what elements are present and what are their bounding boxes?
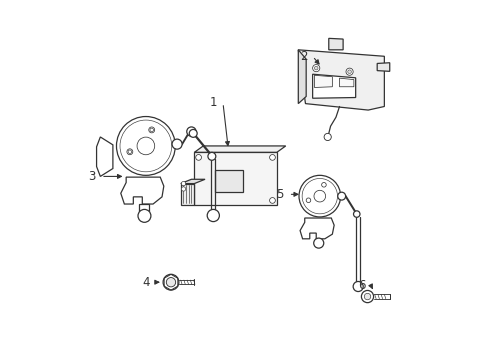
Circle shape: [172, 139, 182, 149]
Circle shape: [312, 64, 319, 72]
Text: 3: 3: [88, 170, 96, 183]
Polygon shape: [298, 50, 305, 104]
Circle shape: [138, 210, 151, 222]
Polygon shape: [96, 137, 113, 176]
Circle shape: [314, 66, 317, 70]
Circle shape: [269, 198, 275, 203]
Bar: [214, 170, 242, 192]
Circle shape: [352, 282, 363, 292]
Text: 4: 4: [142, 276, 149, 289]
Circle shape: [364, 293, 370, 300]
Circle shape: [166, 278, 175, 287]
Polygon shape: [139, 204, 149, 211]
Circle shape: [181, 181, 185, 186]
Circle shape: [324, 134, 330, 140]
Polygon shape: [328, 39, 343, 50]
Polygon shape: [300, 218, 333, 239]
Circle shape: [127, 149, 133, 155]
Polygon shape: [194, 152, 276, 205]
Circle shape: [128, 150, 131, 153]
Circle shape: [181, 187, 185, 191]
Circle shape: [148, 127, 154, 133]
Circle shape: [150, 128, 153, 132]
Circle shape: [337, 192, 345, 200]
Circle shape: [321, 183, 325, 187]
Circle shape: [347, 70, 351, 73]
Text: 5: 5: [275, 188, 283, 201]
Text: 2: 2: [299, 50, 306, 63]
Circle shape: [116, 117, 175, 175]
Circle shape: [186, 127, 196, 136]
Circle shape: [361, 291, 373, 303]
Polygon shape: [312, 74, 355, 98]
Circle shape: [207, 152, 215, 160]
Polygon shape: [314, 75, 332, 87]
Circle shape: [313, 238, 323, 248]
Polygon shape: [180, 179, 204, 184]
Circle shape: [189, 130, 197, 137]
Circle shape: [137, 137, 154, 155]
Polygon shape: [194, 146, 285, 152]
Circle shape: [269, 154, 275, 160]
Circle shape: [305, 198, 310, 203]
Circle shape: [346, 68, 352, 75]
Circle shape: [298, 175, 340, 217]
Circle shape: [353, 211, 359, 217]
Circle shape: [163, 274, 179, 290]
Text: 1: 1: [210, 96, 217, 109]
Text: 6: 6: [358, 279, 365, 292]
Polygon shape: [180, 184, 194, 205]
Polygon shape: [339, 78, 353, 87]
Polygon shape: [298, 50, 384, 110]
Polygon shape: [121, 177, 163, 204]
Polygon shape: [376, 63, 389, 71]
Circle shape: [313, 190, 325, 202]
Circle shape: [195, 154, 201, 160]
Circle shape: [207, 210, 219, 222]
